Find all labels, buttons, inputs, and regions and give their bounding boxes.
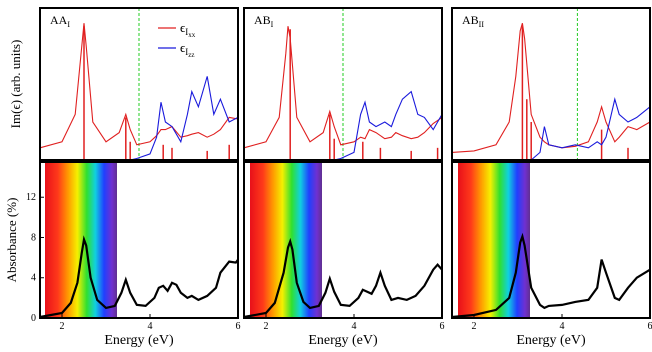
curve [451,23,651,153]
panel-frame [243,161,443,319]
x-axis-label: Energy (eV) [104,333,174,348]
panel-frame [451,161,651,319]
x-tick-label: 4 [560,321,565,332]
panel-label-main: AB [254,13,271,27]
x-tick-label: 2 [264,321,269,332]
panel-label: AAI [50,13,70,29]
x-tick-label: 2 [472,321,477,332]
x-axis-label: Energy (eV) [516,333,586,348]
panel-frame [39,161,239,319]
legend-subsub: xx [188,31,196,39]
y-tick-label: 4 [31,273,36,284]
visible-spectrum [45,163,117,317]
curve [39,23,239,149]
y-axis-label: Absorbance (%) [4,198,19,283]
curve [39,235,239,319]
curve [452,97,651,161]
panel-label: ABII [462,13,484,29]
x-tick-label: 2 [60,321,65,332]
x-tick-label: 4 [148,321,153,332]
curve [243,26,443,149]
y-tick-label: 12 [26,192,36,203]
panel-label-sub: I [67,20,70,29]
panel-label: ABI [254,13,274,29]
panel-label-main: AB [462,13,479,27]
curve [451,232,651,319]
legend-subsub: zz [188,51,194,59]
legend-sub: I [185,47,188,57]
legend-name: ϵ [180,20,185,35]
panel-frame [39,7,239,161]
y-tick-label: 0 [31,313,36,324]
x-tick-label: 6 [236,321,241,332]
panel-frame [243,7,443,161]
y-axis-label: Im(ϵ) (arb. units) [8,40,23,129]
panel-label-sub: I [271,20,274,29]
x-tick-label: 6 [440,321,445,332]
legend-label: ϵIxx [180,20,196,39]
panel-frame [451,7,651,161]
legend-label: ϵIzz [180,40,194,59]
panel-label-main: AA [50,13,68,27]
visible-spectrum [458,163,530,317]
x-tick-label: 4 [352,321,357,332]
legend-sub: I [185,27,188,37]
curve [243,237,443,319]
y-tick-label: 8 [31,232,36,243]
legend-name: ϵ [180,40,185,55]
x-axis-label: Energy (eV) [308,333,378,348]
visible-spectrum [250,163,322,317]
x-tick-label: 6 [648,321,652,332]
panel-label-sub: II [479,20,485,29]
